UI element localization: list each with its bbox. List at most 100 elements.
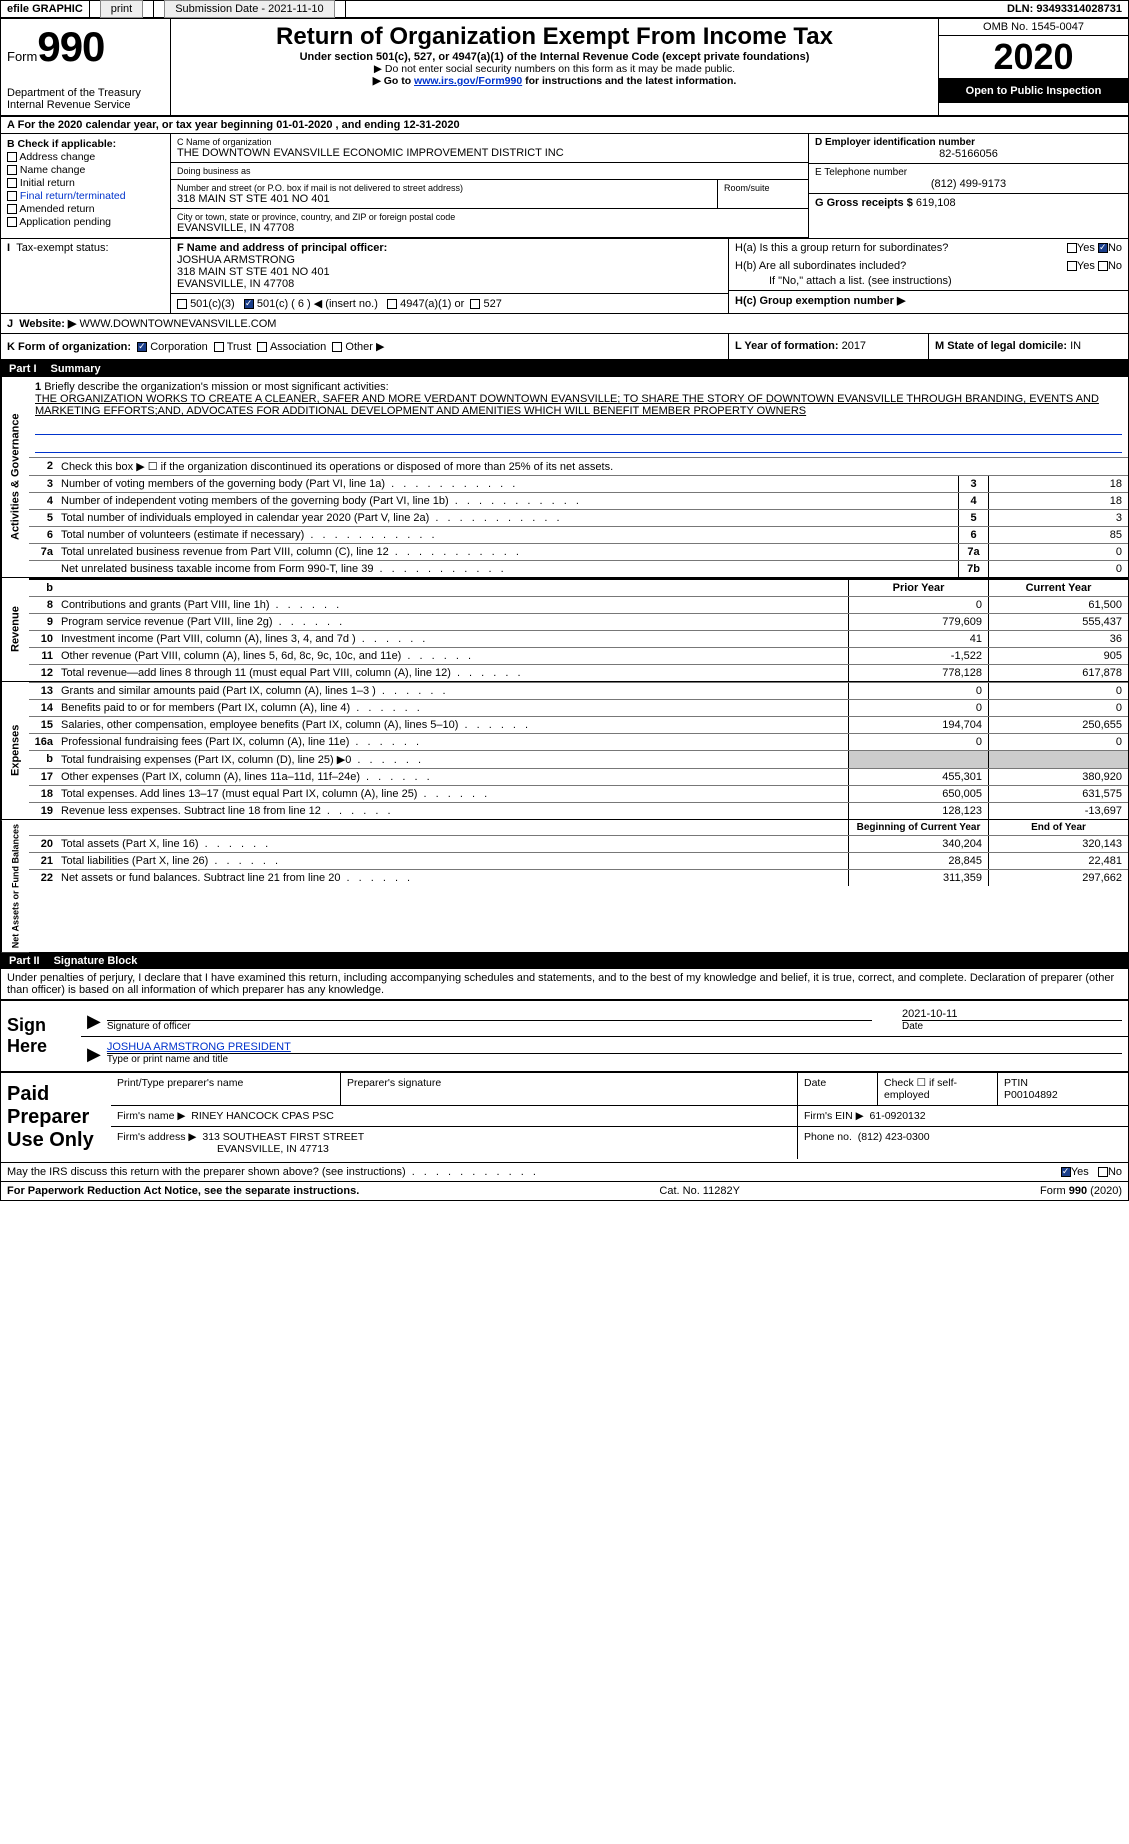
chk-initial-return[interactable]: Initial return bbox=[7, 177, 164, 189]
table-row: 22Net assets or fund balances. Subtract … bbox=[29, 869, 1128, 886]
ptin-value: P00104892 bbox=[1004, 1089, 1122, 1101]
may-irs-answers: Yes No bbox=[1061, 1166, 1122, 1178]
submission-date: 2021-11-10 bbox=[268, 3, 323, 15]
prep-sig-label: Preparer's signature bbox=[341, 1073, 798, 1105]
efile-bar: efile GRAPHIC print Submission Date - 20… bbox=[1, 1, 1128, 19]
sign-right: ▶ Signature of officer 2021-10-11 Date ▶… bbox=[81, 1001, 1128, 1071]
chk-application-pending[interactable]: Application pending bbox=[7, 216, 164, 228]
paid-right: Print/Type preparer's name Preparer's si… bbox=[111, 1073, 1128, 1162]
block-B-to-M: B Check if applicable: Address change Na… bbox=[1, 134, 1128, 239]
name-title-label: Type or print name and title bbox=[107, 1054, 1122, 1065]
K-corp[interactable] bbox=[137, 342, 147, 352]
dba-label: Doing business as bbox=[177, 166, 802, 176]
table-row: 16aProfessional fundraising fees (Part I… bbox=[29, 733, 1128, 750]
dln-value: 93493314028731 bbox=[1036, 3, 1122, 15]
prep-date-label: Date bbox=[798, 1073, 878, 1105]
table-row: 4Number of independent voting members of… bbox=[29, 492, 1128, 509]
D-block: D Employer identification number 82-5166… bbox=[809, 134, 1128, 164]
goto-pre: ▶ Go to bbox=[373, 75, 414, 87]
Hc-label: H(c) Group exemption number ▶ bbox=[735, 295, 905, 307]
table-row: Net unrelated business taxable income fr… bbox=[29, 560, 1128, 577]
C-name-block: C Name of organization THE DOWNTOWN EVAN… bbox=[171, 134, 808, 163]
B-head: B Check if applicable: bbox=[7, 138, 164, 150]
chk-4947[interactable] bbox=[387, 299, 397, 309]
KLM-row: K Form of organization: Corporation Trus… bbox=[1, 334, 1128, 361]
officer-addr2: EVANSVILLE, IN 47708 bbox=[177, 278, 722, 290]
K-assoc[interactable] bbox=[257, 342, 267, 352]
firm-name-cell: Firm's name ▶ RINEY HANCOCK CPAS PSC bbox=[111, 1106, 798, 1126]
tax-year: 2020 bbox=[939, 36, 1128, 79]
may-irs-row: May the IRS discuss this return with the… bbox=[1, 1162, 1128, 1181]
may-irs-label: May the IRS discuss this return with the… bbox=[7, 1166, 1061, 1178]
F-block: F Name and address of principal officer:… bbox=[171, 239, 728, 294]
K-trust[interactable] bbox=[214, 342, 224, 352]
footer-right: Form 990 (2020) bbox=[1040, 1185, 1122, 1197]
sig-line-2: ▶ JOSHUA ARMSTRONG PRESIDENT Type or pri… bbox=[81, 1037, 1128, 1069]
L-block: L Year of formation: 2017 bbox=[728, 334, 928, 359]
ptin-label: PTIN bbox=[1004, 1077, 1122, 1089]
K-other[interactable] bbox=[332, 342, 342, 352]
sign-here-block: Sign Here ▶ Signature of officer 2021-10… bbox=[1, 999, 1128, 1071]
Ha-yes[interactable] bbox=[1067, 243, 1077, 253]
firm-name-label: Firm's name ▶ bbox=[117, 1110, 185, 1122]
Hb-no[interactable] bbox=[1098, 261, 1108, 271]
Hb-yes[interactable] bbox=[1067, 261, 1077, 271]
irs-link[interactable]: www.irs.gov/Form990 bbox=[414, 75, 522, 87]
M-label: M State of legal domicile: bbox=[935, 340, 1067, 352]
open-to-public: Open to Public Inspection bbox=[939, 79, 1128, 103]
J-row: J Website: ▶ WWW.DOWNTOWNEVANSVILLE.COM bbox=[1, 314, 1128, 334]
part2-title: Signature Block bbox=[54, 955, 138, 967]
net-sect: Net Assets or Fund Balances Beginning of… bbox=[1, 819, 1128, 953]
E-label: E Telephone number bbox=[815, 167, 1122, 178]
print-button[interactable]: print bbox=[100, 0, 143, 18]
dln-label: DLN: bbox=[1007, 3, 1033, 15]
table-row: 19Revenue less expenses. Subtract line 1… bbox=[29, 802, 1128, 819]
header-middle: Return of Organization Exempt From Incom… bbox=[171, 19, 938, 115]
city-value: EVANSVILLE, IN 47708 bbox=[177, 222, 802, 234]
chk-501c[interactable] bbox=[244, 299, 254, 309]
submission-date-button[interactable]: Submission Date - 2021-11-10 bbox=[164, 0, 334, 18]
ein-value: 82-5166056 bbox=[815, 148, 1122, 160]
col-DEG: D Employer identification number 82-5166… bbox=[808, 134, 1128, 238]
Hc-row: H(c) Group exemption number ▶ bbox=[729, 291, 1128, 310]
table-row: 5Total number of individuals employed in… bbox=[29, 509, 1128, 526]
Ha-no[interactable] bbox=[1098, 243, 1108, 253]
chk-name-change[interactable]: Name change bbox=[7, 164, 164, 176]
ssn-note: ▶ Do not enter social security numbers o… bbox=[177, 63, 932, 75]
beg-year-hdr: Beginning of Current Year bbox=[848, 820, 988, 835]
table-row: 15Salaries, other compensation, employee… bbox=[29, 716, 1128, 733]
table-row: 20Total assets (Part X, line 16)340,2043… bbox=[29, 835, 1128, 852]
I-label: Tax-exempt status: bbox=[16, 242, 108, 254]
rev-lines-container: 8Contributions and grants (Part VIII, li… bbox=[29, 596, 1128, 681]
chk-final-return[interactable]: Final return/terminated bbox=[7, 190, 164, 202]
telephone-value: (812) 499-9173 bbox=[815, 178, 1122, 190]
current-year-hdr: Current Year bbox=[988, 580, 1128, 596]
I-taxexempt-leftpad: I Tax-exempt status: bbox=[1, 239, 171, 313]
col-B: B Check if applicable: Address change Na… bbox=[1, 134, 171, 238]
officer-name-title[interactable]: JOSHUA ARMSTRONG PRESIDENT bbox=[107, 1041, 1122, 1054]
ag-lines-container: 3Number of voting members of the governi… bbox=[29, 475, 1128, 577]
C-label: C Name of organization bbox=[177, 137, 802, 147]
net-lines-container: 20Total assets (Part X, line 16)340,2043… bbox=[29, 835, 1128, 886]
efile-label: efile GRAPHIC bbox=[1, 1, 90, 17]
firm-ein-cell: Firm's EIN ▶ 61-0920132 bbox=[798, 1106, 1128, 1126]
firm-name: RINEY HANCOCK CPAS PSC bbox=[191, 1110, 334, 1122]
may-irs-yes[interactable] bbox=[1061, 1167, 1071, 1177]
chk-amended-return[interactable]: Amended return bbox=[7, 203, 164, 215]
form-title: Return of Organization Exempt From Incom… bbox=[177, 23, 932, 51]
gross-receipts: 619,108 bbox=[916, 197, 956, 209]
table-row: 8Contributions and grants (Part VIII, li… bbox=[29, 596, 1128, 613]
part1-header: Part I Summary bbox=[1, 361, 1128, 377]
sig-date-value: 2021-10-11 bbox=[902, 1008, 1122, 1021]
chk-address-change[interactable]: Address change bbox=[7, 151, 164, 163]
chk-527[interactable] bbox=[470, 299, 480, 309]
omb-number: OMB No. 1545-0047 bbox=[939, 19, 1128, 36]
I-options: 501(c)(3) 501(c) ( 6 ) ◀ (insert no.) 49… bbox=[171, 294, 728, 313]
form-header: Form990 Department of the Treasury Inter… bbox=[1, 19, 1128, 117]
chk-501c3[interactable] bbox=[177, 299, 187, 309]
may-irs-no[interactable] bbox=[1098, 1167, 1108, 1177]
phone-label: Phone no. bbox=[804, 1131, 852, 1143]
self-employed-check[interactable]: Check ☐ if self-employed bbox=[878, 1073, 998, 1105]
Hb-note: If "No," attach a list. (see instruction… bbox=[729, 275, 1128, 291]
officer-signature-field[interactable] bbox=[107, 1005, 872, 1021]
